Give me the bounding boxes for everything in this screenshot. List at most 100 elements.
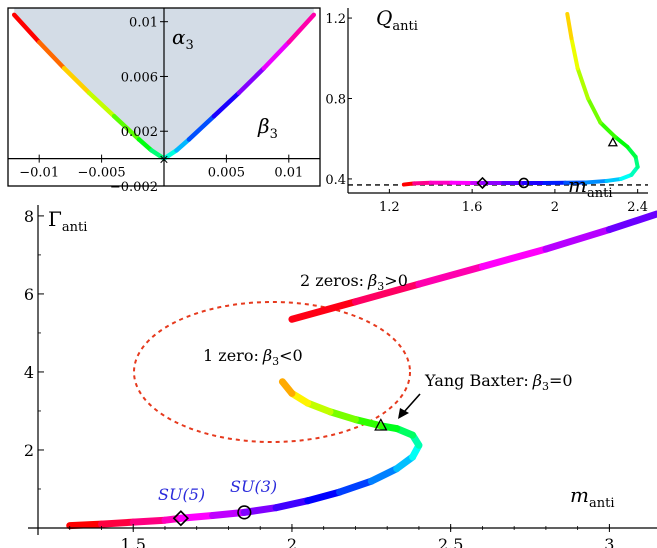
m-axis-label-main: manti <box>570 483 614 511</box>
inset-left-y-tick-label: −0.002 <box>110 180 158 195</box>
inset-left-curve-segment <box>11 12 42 45</box>
main-y-tick-label: 2 <box>24 441 34 460</box>
branch-one-zero-segment <box>209 508 248 520</box>
inset-left-x-tick-label: 0.01 <box>274 166 303 181</box>
branch-two-zeros-segment <box>351 280 423 306</box>
inset-right-x-tick-label: 1.6 <box>462 200 483 215</box>
inset-left-curve-segment <box>186 113 217 142</box>
branch-one-zero-segment <box>304 488 344 505</box>
branch-one-zero-segment <box>304 399 334 416</box>
q-axis-label: Qanti <box>376 6 418 34</box>
inset-left-curve-segment <box>149 148 167 161</box>
branch-one-zero-segment <box>336 477 375 496</box>
branch-two-zeros-segment <box>542 226 613 253</box>
annotation-one-zero: 1 zero: β3<0 <box>203 346 303 368</box>
gamma-axis-label: Γanti <box>48 207 87 235</box>
inset-left-x-tick-label: 0.005 <box>208 166 245 181</box>
inset-right-curve-segment <box>625 144 638 159</box>
inset-right-y-tick-label: 0.4 <box>325 173 346 188</box>
inset-right-y-tick-label: 1.2 <box>325 12 346 27</box>
inset-right-curve-segment <box>604 176 624 183</box>
curve-q-vs-m <box>401 12 640 187</box>
triangle-marker <box>607 136 618 147</box>
branch-one-zero-segment <box>97 518 137 528</box>
branch-two-zeros-segment <box>478 245 550 271</box>
alpha-axis-label: α3 <box>172 25 194 53</box>
label-su3: SU(3) <box>230 477 277 496</box>
inset-right-curve-segment <box>569 36 580 71</box>
inset-right-y-tick-label: 0.8 <box>325 92 346 107</box>
inset-left-curve-segment <box>61 65 92 96</box>
curve-alpha-beta <box>11 12 317 161</box>
diamond-marker <box>172 510 189 527</box>
branch-two-zeros-segment <box>605 210 657 234</box>
branch-two-zeros <box>288 210 657 323</box>
circle-marker <box>518 177 530 189</box>
main-x-tick-label: 1.5 <box>121 535 146 548</box>
inset-left-y-tick-label: 0.006 <box>121 70 158 85</box>
inset-right-curve-segment <box>598 120 617 139</box>
inset-right-x-tick-label: 2.4 <box>627 200 648 215</box>
inset-left-x-tick-label: −0.01 <box>19 166 59 181</box>
inset-left-x-tick-label: −0.005 <box>78 166 126 181</box>
inset-right-curve-segment <box>583 178 609 185</box>
main-y-tick-label: 4 <box>24 363 34 382</box>
one-zero-region-ellipse <box>133 301 411 443</box>
triangle-marker <box>374 418 388 431</box>
inset-right-curve-segment <box>565 12 574 41</box>
m-axis-label-inset: manti <box>568 173 612 201</box>
inset-left-curve-segment <box>211 90 242 119</box>
inset-right-chart: 1.2 1.6 2 2.4 1.2 0.8 0.4 Qanti manti <box>325 6 648 215</box>
yang-baxter-arrow <box>398 393 421 419</box>
beta-axis-label: β3 <box>257 114 278 142</box>
inset-left-curve-segment <box>236 65 267 96</box>
inset-left-y-tick-label: 0.01 <box>129 16 158 31</box>
branch-one-zero-segment <box>272 497 312 512</box>
inset-left-y-tick-label: 0.002 <box>121 125 158 140</box>
inset-right-curve-segment <box>586 96 603 125</box>
branch-one-zero-segment <box>66 520 105 530</box>
circle-marker <box>237 505 252 520</box>
branch-one-zero-segment <box>240 504 280 516</box>
inset-right-curve-segment <box>575 66 590 101</box>
inset-right-markers <box>476 136 618 190</box>
origin-marker: × <box>159 153 170 168</box>
inset-left-curve-segment <box>261 39 292 71</box>
inset-left-chart: −0.01 −0.005 0.005 0.01 0.01 0.006 0.002 −0.002… <box>7 7 321 195</box>
branch-one-zero-segment <box>177 512 217 522</box>
branch-two-zeros-segment <box>288 298 359 323</box>
branch-one-zero-segment <box>326 408 359 424</box>
annotation-two-zeros: 2 zeros: β3>0 <box>300 271 408 293</box>
branch-one-zero-segment <box>351 416 385 430</box>
inset-left-curve-segment <box>161 148 179 161</box>
inset-left-curve-segment <box>174 137 192 153</box>
main-chart: 1.5 2 2.5 3 2 4 6 8 Γanti manti 2 zeros: β3>0 1 … <box>24 205 657 548</box>
main-x-tick-label: 3 <box>604 535 614 548</box>
main-x-tick-label: 2.5 <box>438 535 463 548</box>
inset-right-curve-segment <box>612 134 630 149</box>
main-x-tick-label: 2 <box>287 535 297 548</box>
inset-left-axes: −0.01 −0.005 0.005 0.01 0.01 0.006 0.002 −0.002 <box>8 8 320 195</box>
inset-left-curve-segment <box>86 90 117 119</box>
inset-right-axes: 1.2 1.6 2 2.4 1.2 0.8 0.4 <box>325 8 648 215</box>
main-markers <box>172 418 388 527</box>
inset-left-curve-segment <box>36 39 67 71</box>
inset-right-curve-segment <box>412 180 433 186</box>
inset-right-x-tick-label: 1.2 <box>379 200 400 215</box>
branch-one-zero <box>66 378 423 530</box>
branch-one-zero-segment <box>278 378 296 397</box>
main-axes: 1.5 2 2.5 3 2 4 6 8 <box>24 205 657 548</box>
branch-one-zero-segment <box>367 465 401 485</box>
branch-two-zeros-segment <box>415 263 486 288</box>
diamond-marker <box>476 176 489 190</box>
inset-left-curve-segment <box>111 113 142 142</box>
inset-right-x-tick-label: 2 <box>551 200 559 215</box>
main-y-tick-label: 8 <box>24 207 34 226</box>
inset-left-curve-segment <box>286 12 317 45</box>
label-su5: SU(5) <box>158 485 205 504</box>
main-y-tick-label: 6 <box>24 285 34 304</box>
branch-one-zero-segment <box>129 516 169 526</box>
inset-left-curve-segment <box>136 137 154 153</box>
annotation-yang-baxter: Yang Baxter: β3=0 <box>424 371 573 393</box>
